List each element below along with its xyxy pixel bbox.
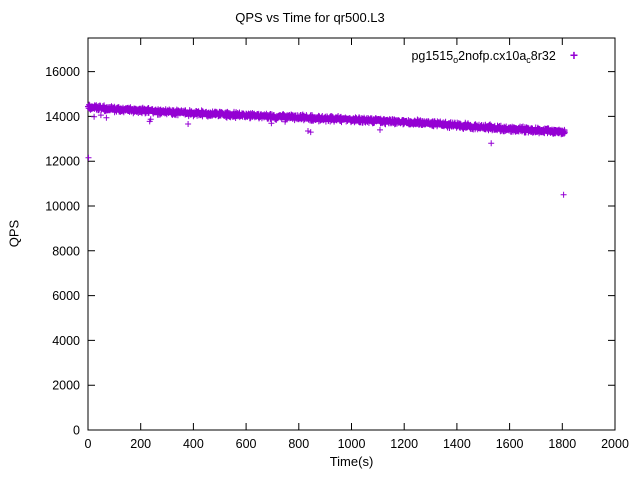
x-axis-label: Time(s) xyxy=(329,454,374,469)
svg-text:6000: 6000 xyxy=(52,289,80,303)
svg-text:8000: 8000 xyxy=(52,244,80,258)
svg-text:14000: 14000 xyxy=(45,110,80,124)
svg-text:1600: 1600 xyxy=(496,437,524,451)
svg-text:2000: 2000 xyxy=(52,379,80,393)
svg-text:0: 0 xyxy=(85,437,92,451)
svg-text:400: 400 xyxy=(183,437,204,451)
svg-text:1800: 1800 xyxy=(548,437,576,451)
svg-text:16000: 16000 xyxy=(45,65,80,79)
chart-title: QPS vs Time for qr500.L3 xyxy=(235,10,385,25)
svg-text:200: 200 xyxy=(130,437,151,451)
legend: pg1515o2nofp.cx10ac8r32 + xyxy=(411,47,578,65)
legend-plus-marker: + xyxy=(569,47,578,63)
svg-text:4000: 4000 xyxy=(52,334,80,348)
legend-series-label: pg1515o2nofp.cx10ac8r32 xyxy=(411,49,556,65)
svg-text:1000: 1000 xyxy=(338,437,366,451)
svg-text:12000: 12000 xyxy=(45,155,80,169)
svg-text:10000: 10000 xyxy=(45,200,80,214)
svg-text:1400: 1400 xyxy=(443,437,471,451)
svg-text:600: 600 xyxy=(236,437,257,451)
svg-text:2000: 2000 xyxy=(601,437,629,451)
svg-text:800: 800 xyxy=(288,437,309,451)
svg-text:1200: 1200 xyxy=(390,437,418,451)
svg-text:0: 0 xyxy=(73,424,80,438)
